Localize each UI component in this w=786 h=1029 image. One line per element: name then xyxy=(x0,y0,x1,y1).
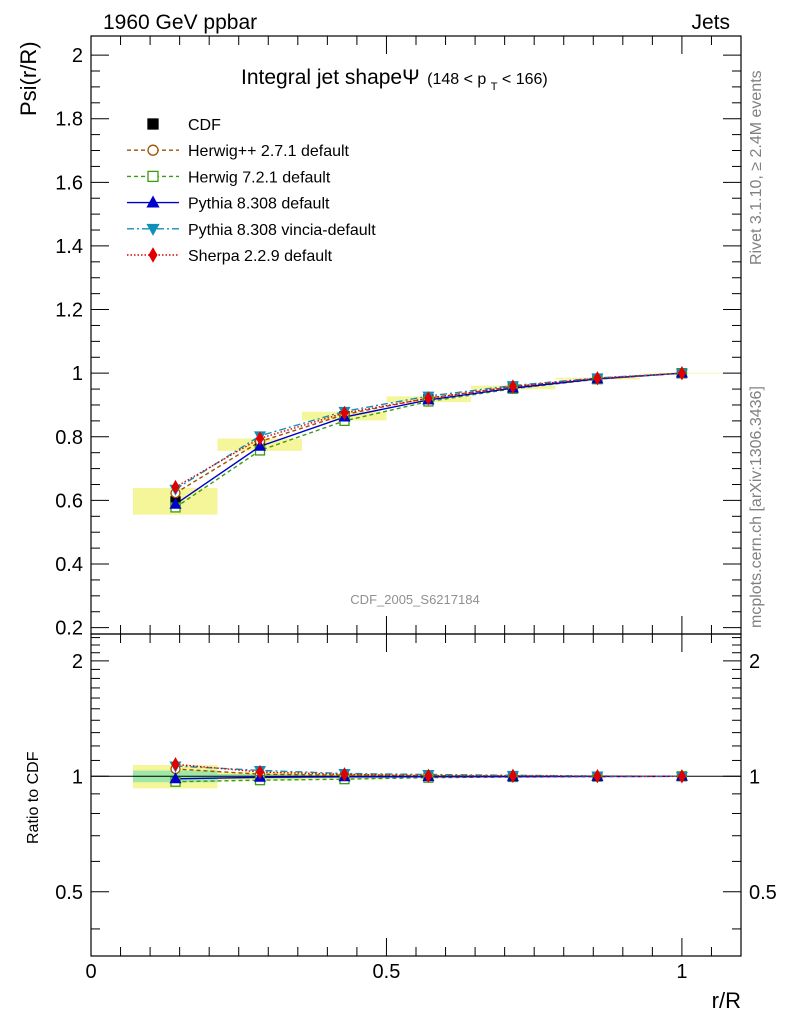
legend-marker xyxy=(148,171,158,181)
x-tick-label: 1 xyxy=(676,961,687,983)
main-y-tick-label: 0.6 xyxy=(55,490,83,512)
legend-marker xyxy=(148,197,159,207)
main-y-ticks: 0.2 0.4 0.6 0.8 1 1.2 1.4 1.6 1.8 2 xyxy=(55,45,741,640)
ratio-y-tick-label-right: 2 xyxy=(749,651,760,673)
ratio-y-tick-label-right: 1 xyxy=(749,766,760,788)
series-line xyxy=(176,373,682,487)
legend-entry: Pythia 8.308 default xyxy=(127,196,330,213)
mcplots-label: mcplots.cern.ch [arXiv:1306.3436] xyxy=(748,386,765,628)
main-y-tick-label: 1.4 xyxy=(55,236,83,258)
legend: CDF Herwig++ 2.7.1 default Herwig 7.2.1 de… xyxy=(127,117,376,265)
legend-entry: CDF xyxy=(148,117,221,134)
plot-title-main: Integral jet shapeΨ xyxy=(241,66,420,89)
ratio-y-tick-label-right: 0.5 xyxy=(749,882,777,904)
header-jets-label: Jets xyxy=(691,11,730,34)
main-y-tick-label: 1.8 xyxy=(55,109,83,131)
legend-entry: Pythia 8.308 vincia-default xyxy=(127,222,376,239)
main-y-tick-label: 0.4 xyxy=(55,554,83,576)
ratio-frame xyxy=(91,634,741,956)
main-y-tick-label: 1.6 xyxy=(55,172,83,194)
ratio-y-tick-label: 0.5 xyxy=(55,882,83,904)
plot-title: Integral jet shapeΨ (148 < p T < 166) xyxy=(241,66,548,94)
plot-title-range-sub: T xyxy=(491,81,498,93)
legend-label: CDF xyxy=(188,117,221,134)
legend-entry: Herwig 7.2.1 default xyxy=(127,169,331,186)
watermark: CDF_2005_S6217184 xyxy=(350,592,479,607)
legend-label: Herwig++ 2.7.1 default xyxy=(188,143,350,160)
header-energy-label: 1960 GeV ppbar xyxy=(103,11,257,34)
main-y-tick-label: 2 xyxy=(72,45,83,67)
legend-marker xyxy=(148,145,158,155)
main-y-tick-label: 0.2 xyxy=(55,618,83,640)
main-y-tick-label: 1.2 xyxy=(55,300,83,322)
legend-label: Herwig 7.2.1 default xyxy=(188,169,331,186)
legend-marker xyxy=(149,249,157,262)
legend-label: Pythia 8.308 vincia-default xyxy=(188,222,376,239)
ratio-y-tick-label: 1 xyxy=(72,766,83,788)
plot-title-range: (148 < p xyxy=(427,71,486,88)
x-tick-label: 0.5 xyxy=(373,961,401,983)
legend-label: Pythia 8.308 default xyxy=(188,196,330,213)
ratio-y-axis-label: Ratio to CDF xyxy=(25,751,42,844)
plot-title-range-end: < 166) xyxy=(502,71,548,88)
legend-marker xyxy=(148,119,158,129)
legend-entry: Sherpa 2.2.9 default xyxy=(127,248,333,265)
y-axis-label: Psi(r/R) xyxy=(16,41,41,116)
x-tick-label: 0 xyxy=(85,961,96,983)
series-line xyxy=(176,373,682,493)
legend-marker xyxy=(148,225,159,235)
series-line xyxy=(176,373,682,489)
ratio-y-tick-label: 2 xyxy=(72,651,83,673)
legend-label: Sherpa 2.2.9 default xyxy=(188,248,333,265)
legend-entry: Herwig++ 2.7.1 default xyxy=(127,143,350,160)
main-y-tick-label: 1 xyxy=(72,363,83,385)
rivet-version-label: Rivet 3.1.10, ≥ 2.4M events xyxy=(748,70,765,265)
main-y-tick-label: 0.8 xyxy=(55,427,83,449)
x-axis-label: r/R xyxy=(712,988,741,1013)
main-panel: 0.2 0.4 0.6 0.8 1 1.2 1.4 1.6 1.8 2 CDF_2005_S621… xyxy=(16,36,741,640)
